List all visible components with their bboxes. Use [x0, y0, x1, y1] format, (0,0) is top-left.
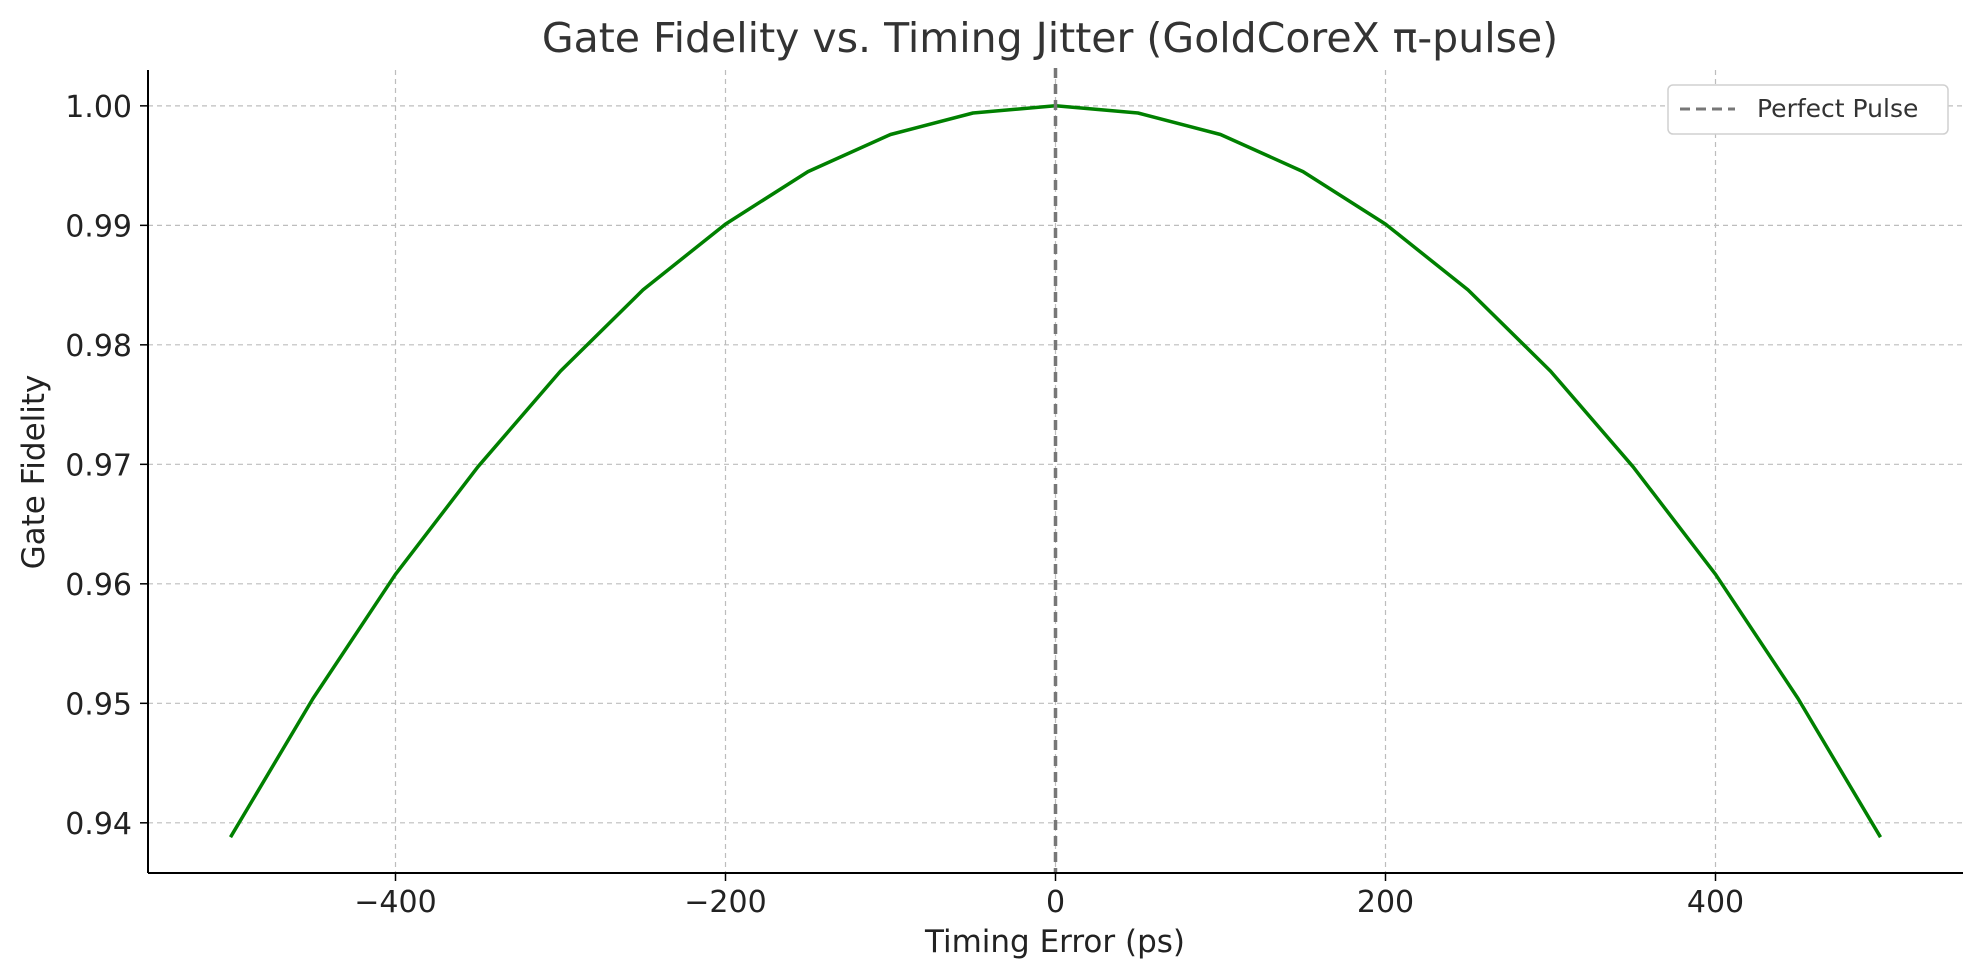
x-tick-label: 200 [1357, 885, 1414, 920]
legend-box [1667, 84, 1949, 135]
x-tick-label: −200 [684, 885, 766, 920]
x-axis-label: Timing Error (ps) [924, 924, 1185, 960]
y-axis-ticks: 0.94 0.95 0.96 0.97 0.98 0.99 1.00 [65, 90, 148, 842]
y-tick-label: 0.98 [65, 329, 132, 364]
x-tick-label: 400 [1687, 885, 1744, 920]
chart-title: Gate Fidelity vs. Timing Jitter (GoldCor… [542, 14, 1558, 62]
y-tick-label: 0.97 [65, 448, 132, 483]
grid-lines [148, 70, 1963, 873]
y-tick-label: 0.96 [65, 568, 132, 603]
x-axis-ticks: −400 −200 0 200 400 [354, 873, 1744, 920]
x-tick-label: 0 [1046, 885, 1065, 920]
legend-label-perfect-pulse: Perfect Pulse [1757, 94, 1918, 123]
y-tick-label: 1.00 [65, 90, 132, 125]
legend: Perfect Pulse [1667, 84, 1949, 135]
y-tick-label: 0.94 [65, 807, 132, 842]
y-tick-label: 0.99 [65, 209, 132, 244]
y-tick-label: 0.95 [65, 687, 132, 722]
y-axis-label: Gate Fidelity [16, 375, 52, 570]
x-tick-label: −400 [354, 885, 436, 920]
